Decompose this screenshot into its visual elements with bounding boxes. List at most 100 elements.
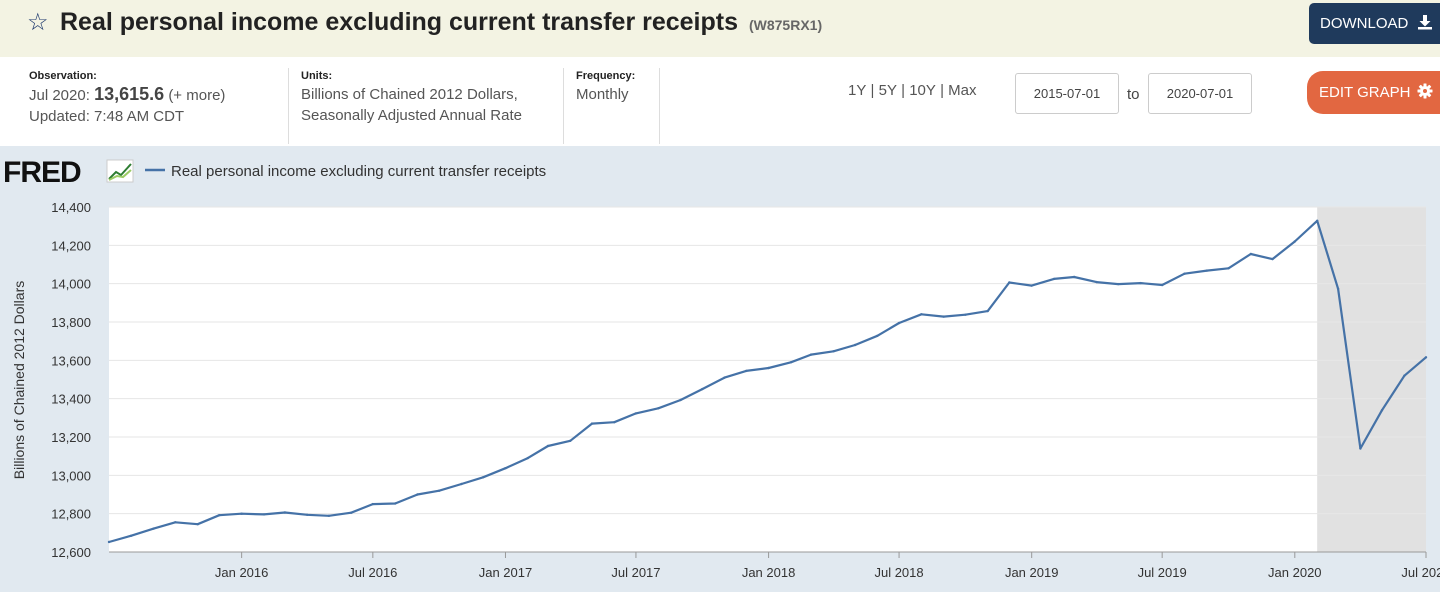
data-point[interactable] [897,321,901,325]
updated-time: Updated: 7:48 AM CDT [29,108,185,125]
data-point[interactable] [460,482,463,486]
observation-more-link[interactable]: (+ more) [168,87,226,104]
data-point[interactable] [789,361,793,364]
data-point[interactable] [1359,447,1362,450]
units-label: Units: [301,70,333,82]
data-point[interactable] [218,514,221,517]
legend-label[interactable]: Real personal income excluding current t… [171,163,546,180]
divider [563,68,564,144]
data-point[interactable] [371,502,374,506]
data-point[interactable] [152,527,155,530]
data-point[interactable] [1030,284,1033,287]
star-outline-icon[interactable]: ☆ [27,9,49,36]
units-line2: Seasonally Adjusted Annual Rate [301,107,522,124]
data-point[interactable] [986,309,989,313]
data-point[interactable] [1271,257,1274,261]
x-tick-label: Jan 2018 [742,565,796,580]
data-point[interactable] [174,521,177,524]
to-label: to [1127,86,1140,103]
x-tick-label: Jan 2016 [215,565,269,580]
data-point[interactable] [306,513,309,516]
fred-logo-text: FRED [3,156,81,189]
data-point[interactable] [1205,269,1209,272]
x-tick-label: Jan 2017 [479,565,533,580]
data-point[interactable] [526,456,529,460]
data-point[interactable] [1227,267,1230,270]
x-tick-label: Jul 2019 [1138,565,1187,580]
data-point[interactable] [701,387,704,391]
y-tick-label: 13,600 [51,353,91,368]
data-point[interactable] [590,422,594,425]
data-point[interactable] [1336,287,1340,290]
data-point[interactable] [283,511,287,514]
data-point[interactable] [679,398,682,402]
data-point[interactable] [964,313,967,316]
series-id: (W875RX1) [748,17,823,33]
data-point[interactable] [1095,280,1098,284]
data-point[interactable] [723,376,726,379]
x-tick-label: Jul 2018 [874,565,923,580]
data-point[interactable] [569,439,572,442]
start-date-input[interactable]: 2015-07-01 [1015,73,1119,114]
frequency-label: Frequency: [576,70,636,82]
data-point[interactable] [745,369,748,373]
data-point[interactable] [196,523,199,526]
data-point[interactable] [832,350,835,353]
end-date-input[interactable]: 2020-07-01 [1148,73,1252,114]
data-point[interactable] [1161,283,1164,287]
data-point[interactable] [394,502,397,505]
y-tick-label: 13,400 [51,392,91,407]
data-point[interactable] [107,540,111,544]
data-point[interactable] [942,315,945,318]
data-point[interactable] [481,476,485,479]
y-tick-label: 14,000 [51,277,91,292]
y-tick-label: 14,400 [51,200,91,215]
data-point[interactable] [1117,282,1120,286]
data-point[interactable] [1316,219,1319,222]
data-point[interactable] [1424,356,1428,359]
y-tick-label: 13,200 [51,430,91,445]
data-point[interactable] [240,512,243,515]
data-point[interactable] [767,366,770,370]
range-separator: | [940,82,944,99]
data-point[interactable] [1139,281,1142,285]
data-point[interactable] [853,343,857,347]
data-point[interactable] [130,534,133,537]
data-point[interactable] [327,514,331,517]
series-line-group [107,219,1428,544]
y-axis-label: Billions of Chained 2012 Dollars [11,281,27,479]
data-point[interactable] [920,313,923,316]
data-point[interactable] [634,412,638,415]
data-point[interactable] [809,353,813,356]
x-tick-label: Jul 2017 [611,565,660,580]
range-5y[interactable]: 5Y [878,82,897,99]
data-point[interactable] [1183,272,1186,275]
range-separator: | [870,82,875,99]
data-point[interactable] [1008,281,1011,284]
y-tick-label: 12,600 [51,545,91,560]
download-button[interactable]: DOWNLOAD [1309,3,1440,44]
data-point[interactable] [262,513,266,516]
data-point[interactable] [1293,240,1297,243]
data-point[interactable] [504,467,507,470]
data-point[interactable] [546,444,550,448]
data-point[interactable] [1249,252,1253,256]
range-1y[interactable]: 1Y [848,82,867,99]
data-point[interactable] [657,407,660,410]
edit-graph-button[interactable]: EDIT GRAPH [1307,71,1440,114]
data-point[interactable] [1052,277,1056,281]
data-point[interactable] [1380,409,1384,412]
data-point[interactable] [350,511,353,514]
divider [288,68,289,144]
data-point[interactable] [1403,374,1406,377]
data-point[interactable] [1073,275,1076,279]
data-point[interactable] [416,493,419,496]
range-10y[interactable]: 10Y [909,82,936,99]
data-point[interactable] [876,334,879,337]
range-max[interactable]: Max [948,82,977,99]
frequency-block: Frequency: Monthly [576,68,635,105]
x-tick-label: Jan 2020 [1268,565,1322,580]
data-point[interactable] [613,421,616,424]
data-point[interactable] [438,489,441,492]
